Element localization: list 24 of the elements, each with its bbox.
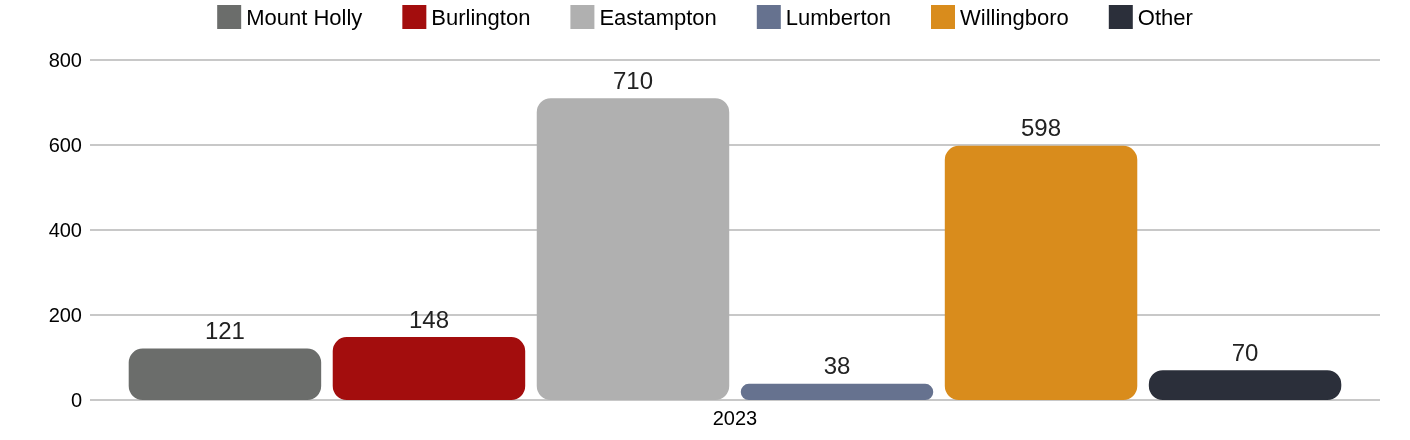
legend-label: Willingboro xyxy=(959,4,1069,30)
legend-label: Burlington xyxy=(431,4,531,30)
y-tick-label: 400 xyxy=(48,219,82,241)
x-tick-label: 2023 xyxy=(712,407,758,429)
bar xyxy=(128,348,322,400)
legend-label: Other xyxy=(1137,4,1193,30)
y-tick-label: 600 xyxy=(48,134,82,156)
data-label: 148 xyxy=(408,305,449,333)
bar xyxy=(944,145,1138,400)
y-tick-label: 0 xyxy=(70,389,82,411)
y-tick-label: 800 xyxy=(48,49,82,71)
data-label: 598 xyxy=(1021,114,1062,142)
data-label: 70 xyxy=(1231,338,1259,366)
data-label: 710 xyxy=(612,66,654,94)
y-tick-label: 200 xyxy=(48,304,82,326)
bar xyxy=(1148,370,1342,400)
data-label: 121 xyxy=(204,317,245,345)
bar xyxy=(740,383,934,400)
bar xyxy=(536,98,730,400)
legend-label: Lumberton xyxy=(785,4,891,30)
legend-label: Mount Holly xyxy=(246,4,363,30)
bar xyxy=(332,337,526,400)
legend-label: Eastampton xyxy=(599,4,717,30)
data-label: 38 xyxy=(823,352,851,380)
